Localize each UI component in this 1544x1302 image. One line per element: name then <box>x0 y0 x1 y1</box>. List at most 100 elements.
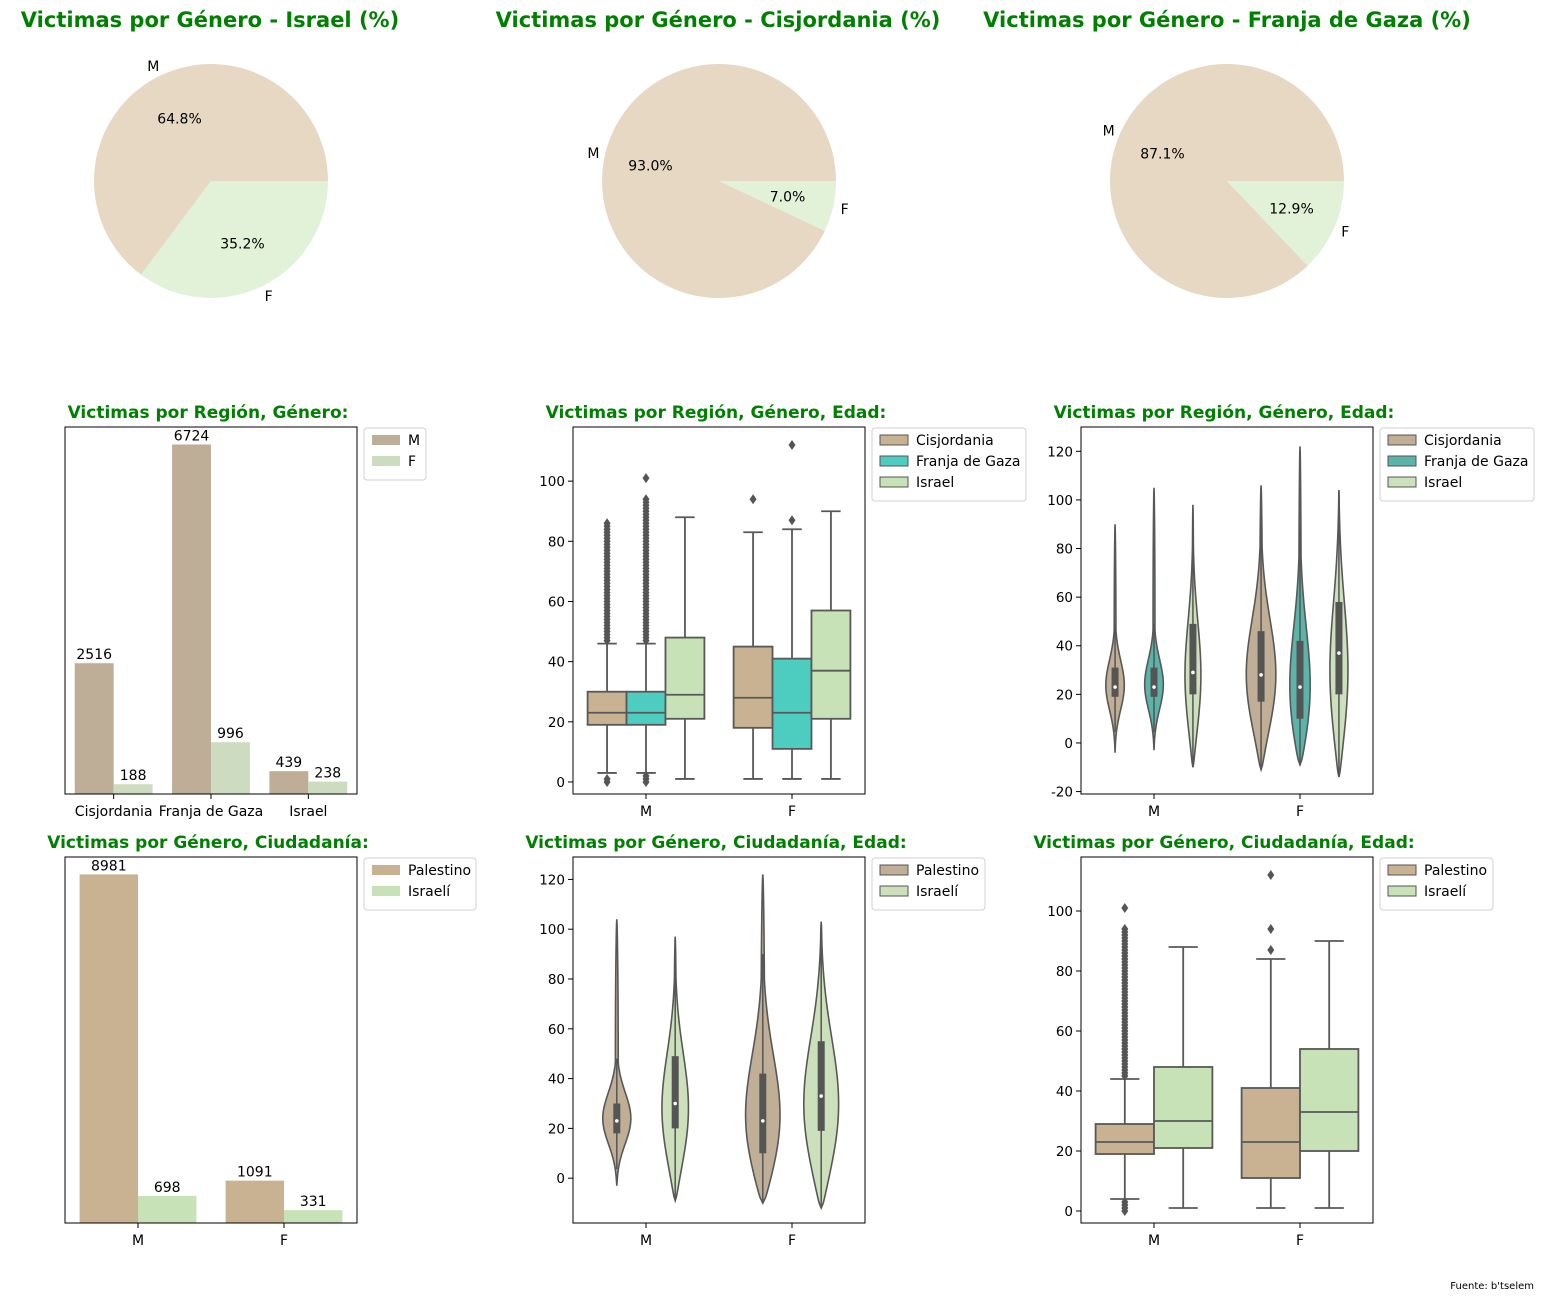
box-body <box>1153 1066 1214 1149</box>
violin-iqr <box>1111 667 1119 697</box>
violin-iqr <box>1296 640 1304 719</box>
x-tick-label: M <box>132 1233 144 1249</box>
outlier-point <box>1267 945 1275 955</box>
violin-iqr <box>1189 623 1197 695</box>
chart-title: Victimas por Género, Ciudadanía, Edad: <box>525 833 906 853</box>
pie-slice-m <box>94 63 329 275</box>
legend-swatch <box>879 476 909 488</box>
y-tick-label: 100 <box>539 922 565 938</box>
bar-value-label: 996 <box>217 726 244 742</box>
chart-title: Victimas por Género, Ciudadanía, Edad: <box>1033 833 1414 853</box>
box-body <box>771 657 813 750</box>
outlier-point <box>642 473 650 484</box>
pie-category-label: F <box>265 289 273 305</box>
legend-box <box>871 427 1027 502</box>
x-tick-label: Franja de Gaza <box>159 804 263 820</box>
legend-swatch <box>1387 434 1417 446</box>
pie-category-label: M <box>147 59 159 75</box>
box-body <box>732 645 774 729</box>
pie-slice-m <box>1110 64 1344 299</box>
outlier-point <box>1121 1197 1129 1207</box>
legend-label: Israel <box>1424 475 1462 491</box>
legend-label: Cisjordania <box>1424 433 1502 449</box>
violin-median <box>1259 673 1263 677</box>
box-body <box>586 690 628 726</box>
bar-m-franja-de-gaza <box>172 444 211 794</box>
outlier-point <box>788 515 796 526</box>
outlier-point <box>642 494 650 505</box>
pie-slice-f <box>141 181 328 298</box>
x-tick-label: F <box>1296 804 1304 820</box>
violin-median <box>615 1119 619 1123</box>
x-tick-label: M <box>1148 804 1160 820</box>
pie-percent-label: 35.2% <box>220 237 264 253</box>
legend-label: Palestino <box>408 863 471 879</box>
violin-palestino-m <box>601 919 632 1186</box>
pie-slice-m <box>602 64 836 299</box>
source-note: Fuente: b'tselem <box>1450 1281 1534 1292</box>
box-palestino-m <box>1094 903 1155 1216</box>
legend-label: Franja de Gaza <box>916 454 1020 470</box>
pie-category-label: F <box>841 202 849 218</box>
chart-title: Victimas por Género - Israel (%) <box>21 8 399 32</box>
box-franja-de-gaza-f <box>771 440 813 780</box>
chart-title: Victimas por Género, Ciudadanía: <box>47 833 369 853</box>
legend-swatch <box>879 434 909 446</box>
violin-body <box>1143 487 1165 751</box>
pie-category-label: F <box>1341 225 1349 241</box>
legend-swatch <box>879 885 909 897</box>
chart-title: Victimas por Región, Género, Edad: <box>1054 403 1395 423</box>
chart-title: Victimas por Región, Género: <box>68 403 349 423</box>
legend-swatch <box>372 435 400 445</box>
legend: Palestino Israelí <box>871 857 986 911</box>
violin-median <box>673 1101 677 1106</box>
legend: MF <box>363 427 427 481</box>
legend: Cisjordania Franja de Gaza Israel <box>1379 427 1535 502</box>
violin-iqr <box>817 1041 825 1131</box>
violin-iqr <box>671 1056 679 1129</box>
legend-label: Israelí <box>916 884 959 900</box>
box-body <box>1299 1048 1360 1152</box>
x-tick-label: M <box>1148 1233 1160 1249</box>
y-tick-label: 40 <box>548 655 565 671</box>
violin-franja-de-gaza-f <box>1289 446 1311 768</box>
axes-frame <box>64 856 358 1224</box>
violin-cisjordania-f <box>1245 485 1277 773</box>
box-israel-m <box>664 516 706 780</box>
y-tick-label: 0 <box>1064 1204 1073 1220</box>
bar-f-israel <box>308 781 348 794</box>
bar-palestino-f <box>225 1180 284 1223</box>
bar-f-cisjordania <box>113 784 153 794</box>
violin-iqr <box>759 1073 767 1154</box>
y-tick-label: 40 <box>548 1072 565 1088</box>
bar-m-israel <box>269 771 309 794</box>
violin-median <box>1298 685 1302 689</box>
pie-percent-label: 12.9% <box>1269 202 1313 218</box>
y-tick-label: 40 <box>1056 639 1073 655</box>
y-tick-label: 100 <box>1047 493 1073 509</box>
outlier-point <box>788 440 796 451</box>
bar-f-franja-de-gaza <box>211 742 250 794</box>
outlier-point <box>642 770 650 781</box>
pie-percent-label: 87.1% <box>1140 146 1184 162</box>
y-tick-label: 100 <box>539 474 565 490</box>
y-tick-label: 80 <box>1056 964 1073 980</box>
legend-label: Palestino <box>1424 863 1487 879</box>
violin-israel-f <box>1329 490 1349 778</box>
axes-frame <box>64 426 358 795</box>
violin-israeli-m <box>661 936 690 1204</box>
legend-label: Israelí <box>408 884 451 900</box>
y-tick-label: 20 <box>548 1121 565 1137</box>
outlier-point <box>1121 924 1129 934</box>
legend-label: Cisjordania <box>916 433 994 449</box>
y-tick-label: 40 <box>1056 1084 1073 1100</box>
legend-swatch <box>879 455 909 467</box>
legend-swatch <box>372 456 400 466</box>
x-tick-label: M <box>640 1233 652 1249</box>
pie-percent-label: 7.0% <box>770 189 806 205</box>
legend-swatch <box>1387 455 1417 467</box>
x-tick-label: F <box>788 1233 796 1249</box>
bar-value-label: 439 <box>275 755 302 771</box>
y-tick-label: 80 <box>548 972 565 988</box>
chart-title: Victimas por Región, Género, Edad: <box>546 403 887 423</box>
